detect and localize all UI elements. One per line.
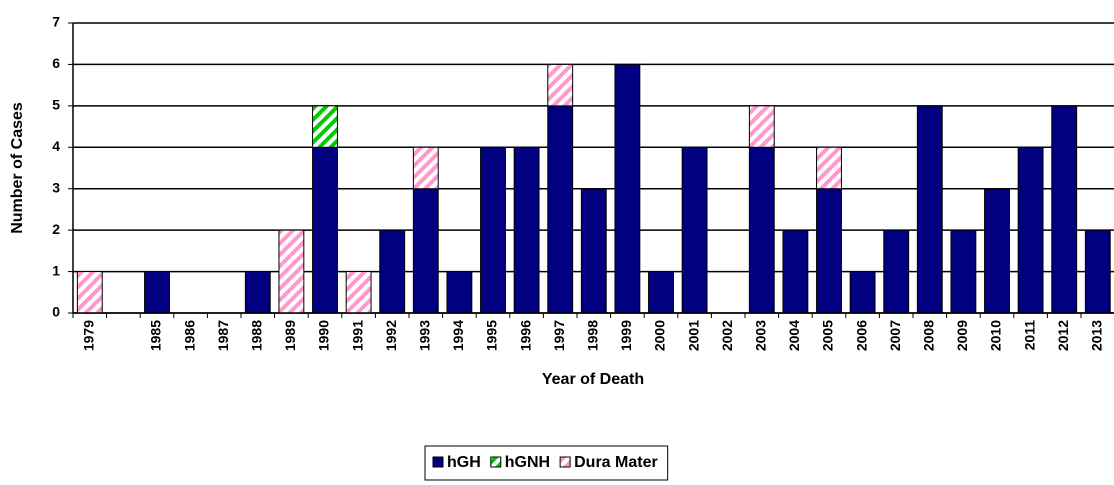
x-tick-label: 2006 <box>853 320 869 351</box>
bar-segment <box>748 146 775 314</box>
bar-segment <box>312 105 338 148</box>
bar-segment <box>1084 229 1111 314</box>
bar-segment <box>547 63 574 107</box>
x-tick-label: 2012 <box>1055 320 1071 351</box>
bar-segment <box>580 188 607 314</box>
bar-segment <box>681 146 708 314</box>
x-tick-label: 1989 <box>282 320 298 351</box>
bar-segment <box>480 146 506 314</box>
bar-segment <box>144 271 170 314</box>
x-tick-label: 1996 <box>517 320 533 351</box>
x-tick-label: 2001 <box>685 320 701 351</box>
x-axis-title: Year of Death <box>542 371 644 388</box>
x-tick-label: 2010 <box>988 320 1004 351</box>
x-tick-label: 2011 <box>1021 320 1037 351</box>
x-tick-label: 1985 <box>148 320 164 351</box>
legend-swatch <box>432 456 444 468</box>
x-tick-label: 2005 <box>820 320 836 351</box>
bar-segment <box>883 229 910 314</box>
bar-segment <box>244 271 271 314</box>
y-tick-label: 1 <box>52 262 60 278</box>
bar-segment <box>446 271 473 314</box>
x-tick-label: 1993 <box>417 320 433 351</box>
y-tick-label: 2 <box>52 221 60 237</box>
bar-segment <box>379 229 406 314</box>
legend-swatch <box>559 456 571 468</box>
x-tick-label: 1986 <box>181 320 197 351</box>
x-tick-label: 1990 <box>316 320 332 351</box>
legend-label: hGNH <box>505 454 550 471</box>
x-tick-label: 1988 <box>249 320 265 351</box>
bar-segment <box>345 271 372 314</box>
bar-segment <box>412 146 439 190</box>
bar-segment <box>278 229 305 314</box>
x-tick-label: 1991 <box>349 320 365 351</box>
x-tick-label: 1987 <box>215 320 231 351</box>
legend: hGH hGNH Dura Mater <box>424 445 669 481</box>
y-tick-label: 3 <box>52 179 60 195</box>
bar-segment <box>547 105 574 314</box>
y-tick-label: 4 <box>52 138 60 154</box>
x-tick-label: 1979 <box>81 320 97 351</box>
legend-box <box>424 445 669 481</box>
x-tick-label: 2007 <box>887 320 903 351</box>
x-tick-label: 2002 <box>719 320 735 351</box>
bar-segment <box>312 146 338 314</box>
x-tick-label: 2000 <box>652 320 668 351</box>
bar-segment <box>984 188 1010 314</box>
y-axis-title: Number of Cases <box>9 102 26 234</box>
bar-segment <box>648 271 674 314</box>
x-tick-label: 1997 <box>551 320 567 351</box>
y-tick-label: 6 <box>52 55 60 71</box>
legend-swatch <box>490 456 502 468</box>
x-tick-label: 2013 <box>1089 320 1105 351</box>
x-tick-label: 2004 <box>786 320 802 351</box>
bar-segment <box>1017 146 1044 314</box>
bar-segment <box>916 105 943 314</box>
bar-segment <box>782 229 809 314</box>
bar-segment <box>816 188 842 314</box>
x-tick-label: 1999 <box>618 320 634 351</box>
y-tick-label: 7 <box>52 14 60 30</box>
x-tick-label: 1994 <box>450 320 466 351</box>
bar-segment <box>748 105 775 148</box>
x-tick-label: 1995 <box>484 320 500 351</box>
bar-segment <box>1051 105 1078 314</box>
bar-segment <box>412 188 439 314</box>
x-tick-label: 1998 <box>585 320 601 351</box>
legend-label: hGH <box>447 454 481 471</box>
bar-segment <box>816 146 842 190</box>
legend-label: Dura Mater <box>574 454 658 471</box>
x-tick-label: 2008 <box>921 320 937 351</box>
bar-segment <box>614 63 641 314</box>
bar-segment <box>849 271 876 314</box>
y-tick-label: 0 <box>52 304 60 320</box>
x-tick-label: 2009 <box>954 320 970 351</box>
y-tick-label: 5 <box>52 97 60 113</box>
x-tick-label: 1992 <box>383 320 399 351</box>
bar-segment <box>950 229 977 314</box>
x-tick-label: 2003 <box>753 320 769 351</box>
bar-segment <box>513 146 540 314</box>
bar-segment <box>76 271 103 314</box>
